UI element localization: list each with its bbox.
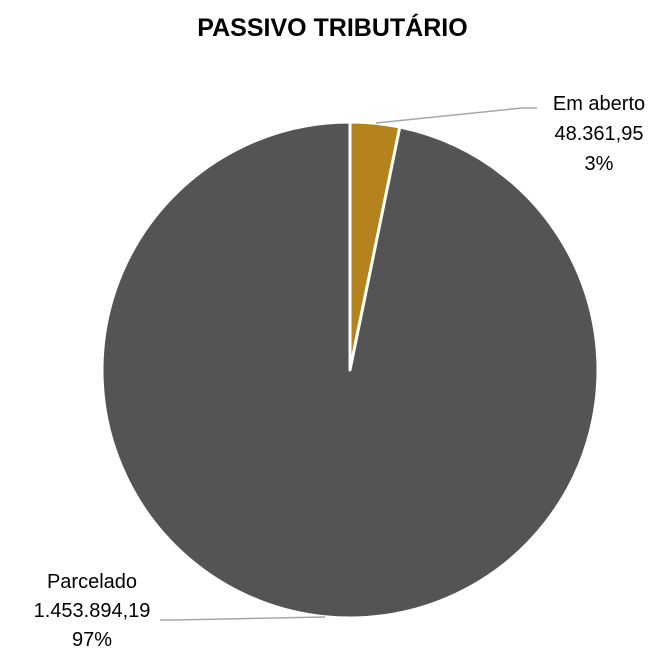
leader-lines	[160, 107, 537, 621]
data-label-em-aberto: Em aberto 48.361,95 3%	[553, 93, 645, 175]
pie-slices	[100, 120, 600, 620]
slice-label-value: 1.453.894,19	[34, 600, 151, 622]
slice-label-percent: 97%	[72, 629, 112, 650]
slice-label-percent: 3%	[585, 153, 614, 175]
chart-title: PASSIVO TRIBUTÁRIO	[197, 14, 468, 42]
leader-line-em-aberto	[375, 107, 537, 124]
pie-slice-parcelado	[100, 120, 600, 620]
slice-label-value: 48.361,95	[555, 123, 644, 145]
leader-line-parcelado	[160, 616, 326, 621]
slice-label-name: Parcelado	[47, 571, 137, 593]
slice-label-name: Em aberto	[553, 93, 645, 115]
data-label-parcelado: Parcelado 1.453.894,19 97%	[34, 571, 151, 650]
